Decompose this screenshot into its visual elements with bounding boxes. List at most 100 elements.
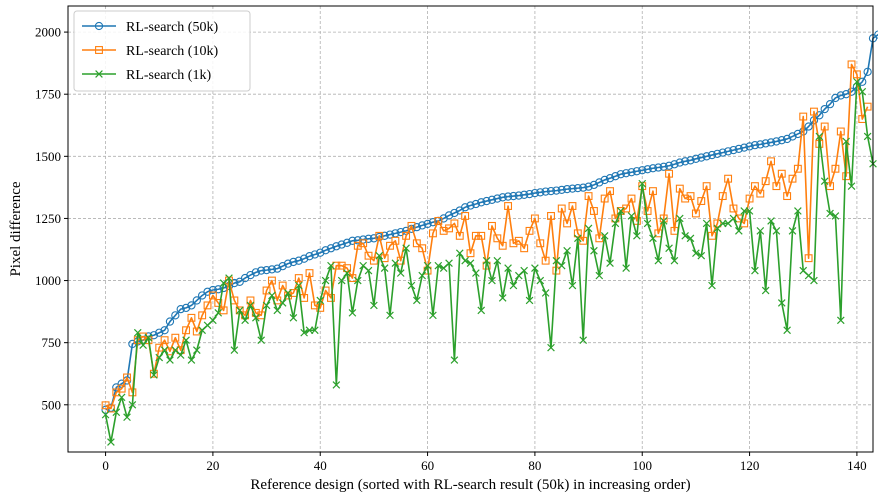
series-rl-search-10k-point bbox=[450, 219, 459, 228]
series-rl-search-1k-point bbox=[402, 244, 410, 253]
series-rl-search-1k-point bbox=[273, 306, 282, 315]
series-rl-search-50k-point bbox=[605, 174, 615, 183]
series-rl-search-50k-point bbox=[568, 184, 577, 193]
series-rl-search-1k-point bbox=[294, 281, 303, 290]
series-rl-search-1k-point bbox=[133, 328, 142, 337]
series-rl-search-1k-point bbox=[284, 289, 292, 297]
series-rl-search-50k-point bbox=[181, 303, 191, 313]
series-rl-search-50k-point bbox=[321, 246, 330, 255]
series-rl-search-10k-point bbox=[171, 333, 180, 342]
series-rl-search-10k-point bbox=[718, 192, 727, 201]
series-rl-search-50k-point bbox=[686, 156, 695, 165]
series-rl-search-10k-point bbox=[783, 192, 792, 201]
series-rl-search-1k-point bbox=[429, 311, 437, 320]
series-rl-search-1k-point bbox=[600, 232, 609, 240]
series-rl-search-1k-point bbox=[268, 291, 276, 300]
series-rl-search-10k-point bbox=[182, 326, 191, 335]
series-rl-search-50k-point bbox=[579, 183, 588, 192]
legend: RL-search (50k) RL-search (10k) RL-search … bbox=[73, 10, 251, 92]
series-rl-search-1k-point bbox=[858, 87, 867, 96]
series-rl-search-1k-point bbox=[311, 326, 319, 335]
legend-point bbox=[95, 46, 103, 54]
x-tick-label: 0 bbox=[102, 458, 109, 473]
series-rl-search-50k-point bbox=[444, 211, 454, 220]
series-rl-search-10k-point bbox=[498, 241, 507, 250]
series-rl-search-1k-point bbox=[434, 261, 443, 270]
series-rl-search-1k-point bbox=[343, 269, 351, 277]
series-rl-search-10k-point bbox=[573, 229, 582, 238]
series-rl-search-10k-point bbox=[772, 182, 781, 191]
series-rl-search-1k-point bbox=[112, 408, 121, 417]
series-rl-search-1k-point bbox=[192, 346, 201, 354]
series-rl-search-10k-point bbox=[471, 231, 480, 240]
series-rl-search-1k-point bbox=[327, 261, 335, 270]
series-rl-search-50k-point bbox=[412, 222, 421, 232]
series-rl-search-10k-point bbox=[820, 122, 829, 131]
series-rl-search-1k-point bbox=[665, 244, 673, 253]
series-rl-search-50k-point bbox=[326, 244, 336, 253]
series-rl-search-1k-point bbox=[187, 356, 196, 364]
series-rl-search-1k-point bbox=[568, 281, 577, 290]
series-rl-search-10k-point bbox=[525, 226, 534, 235]
series-rl-search-1k-point bbox=[708, 281, 716, 290]
series-rl-search-50k-point bbox=[697, 153, 706, 162]
series-rl-search-10k-point bbox=[343, 264, 352, 273]
series-rl-search-1k-point bbox=[777, 299, 786, 307]
series-rl-search-1k-point bbox=[659, 217, 668, 225]
series-rl-search-10k-point bbox=[536, 239, 545, 248]
series-rl-search-10k-point bbox=[327, 293, 335, 302]
series-rl-search-10k-point bbox=[160, 336, 169, 345]
series-rl-search-1k-point bbox=[337, 276, 346, 285]
series-rl-search-1k-point bbox=[853, 77, 861, 86]
series-rl-search-10k-point bbox=[643, 207, 652, 215]
series-rl-search-10k-point bbox=[359, 239, 368, 248]
series-rl-search-50k-point bbox=[155, 328, 164, 337]
series-rl-search-1k-point bbox=[300, 328, 308, 337]
series-rl-search-1k-point bbox=[477, 306, 486, 315]
series-rl-search-50k-point bbox=[632, 167, 642, 176]
x-tick-label: 100 bbox=[632, 458, 652, 473]
series-rl-search-10k-point bbox=[310, 301, 319, 310]
series-rl-search-1k-point bbox=[783, 326, 791, 335]
legend-label: RL-search (50k) bbox=[126, 20, 218, 35]
series-rl-search-1k-point bbox=[160, 346, 169, 354]
series-rl-search-10k-point bbox=[294, 274, 303, 283]
series-rl-search-10k-point bbox=[337, 261, 346, 270]
series-rl-search-1k-point bbox=[246, 301, 255, 310]
series-rl-search-50k-point bbox=[723, 147, 733, 156]
series-rl-search-1k-point bbox=[348, 309, 357, 317]
series-rl-search-10k-point bbox=[563, 219, 572, 228]
series-rl-search-10k-point bbox=[756, 189, 765, 198]
series-rl-search-50k-point bbox=[310, 250, 320, 259]
x-tick-label: 140 bbox=[847, 458, 867, 473]
series-rl-search-1k-point bbox=[128, 400, 137, 409]
series-rl-search-50k-point bbox=[777, 136, 786, 145]
series-rl-search-10k-point bbox=[428, 229, 437, 238]
series-rl-search-50k-point bbox=[595, 178, 604, 187]
series-rl-search-10k-point bbox=[386, 241, 394, 250]
series-rl-search-50k-point bbox=[187, 301, 196, 310]
series-rl-search-50k-point bbox=[348, 236, 357, 245]
series-rl-search-50k-point bbox=[750, 140, 760, 150]
series-rl-search-10k-point bbox=[831, 164, 840, 173]
series-rl-search-10k-point bbox=[488, 221, 496, 230]
series-rl-search-50k-point bbox=[541, 187, 550, 196]
series-rl-search-10k-point bbox=[267, 276, 276, 285]
series-rl-search-10k-point bbox=[826, 182, 835, 191]
series-rl-search-10k-point bbox=[799, 112, 808, 121]
series-rl-search-1k-point bbox=[649, 234, 657, 243]
series-rl-search-50k-point bbox=[471, 199, 481, 209]
series-rl-search-1k-point bbox=[445, 259, 453, 267]
series-rl-search-50k-point bbox=[831, 93, 840, 103]
series-rl-search-50k-point bbox=[675, 158, 684, 167]
series-rl-search-50k-point bbox=[230, 278, 239, 288]
series-rl-search-10k-point bbox=[477, 231, 486, 240]
series-rl-search-50k-point bbox=[691, 154, 701, 163]
series-rl-search-1k-point bbox=[466, 259, 475, 267]
series-rl-search-50k-point bbox=[825, 99, 835, 109]
series-rl-search-10k-point bbox=[750, 182, 759, 191]
series-rl-search-10k-point bbox=[541, 256, 550, 265]
series-rl-search-1k-point bbox=[772, 227, 781, 235]
series-rl-search-50k-point bbox=[707, 150, 717, 160]
series-rl-search-50k-point bbox=[664, 161, 674, 170]
